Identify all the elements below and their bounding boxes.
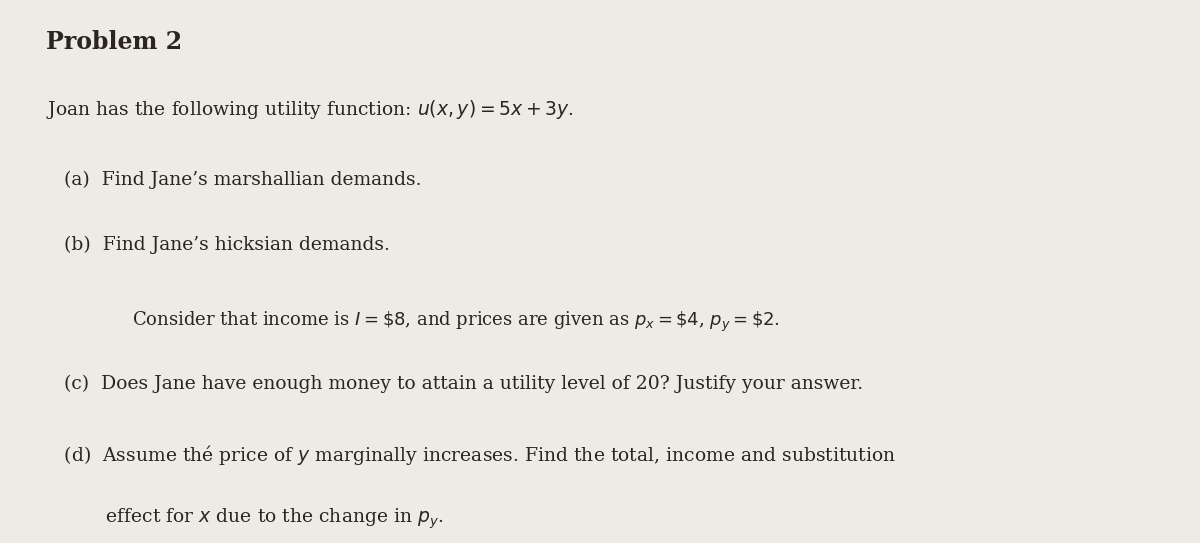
Text: Problem 2: Problem 2 bbox=[46, 30, 181, 54]
Text: (b)  Find Jane’s hicksian demands.: (b) Find Jane’s hicksian demands. bbox=[46, 236, 390, 255]
Text: (c)  Does Jane have enough money to attain a utility level of 20? Justify your a: (c) Does Jane have enough money to attai… bbox=[46, 375, 863, 393]
Text: Joan has the following utility function: $u(x, y) = 5x + 3y$.: Joan has the following utility function:… bbox=[46, 98, 574, 121]
Text: effect for $x$ due to the change in $p_y$.: effect for $x$ due to the change in $p_y… bbox=[46, 506, 443, 531]
Text: (a)  Find Jane’s marshallian demands.: (a) Find Jane’s marshallian demands. bbox=[46, 171, 421, 190]
Text: (d)  Assume thé price of $y$ marginally increases. Find the total, income and su: (d) Assume thé price of $y$ marginally i… bbox=[46, 443, 896, 466]
Text: Consider that income is $I = \$8$, and prices are given as $p_x = \$4$, $p_y = \: Consider that income is $I = \$8$, and p… bbox=[132, 310, 780, 334]
